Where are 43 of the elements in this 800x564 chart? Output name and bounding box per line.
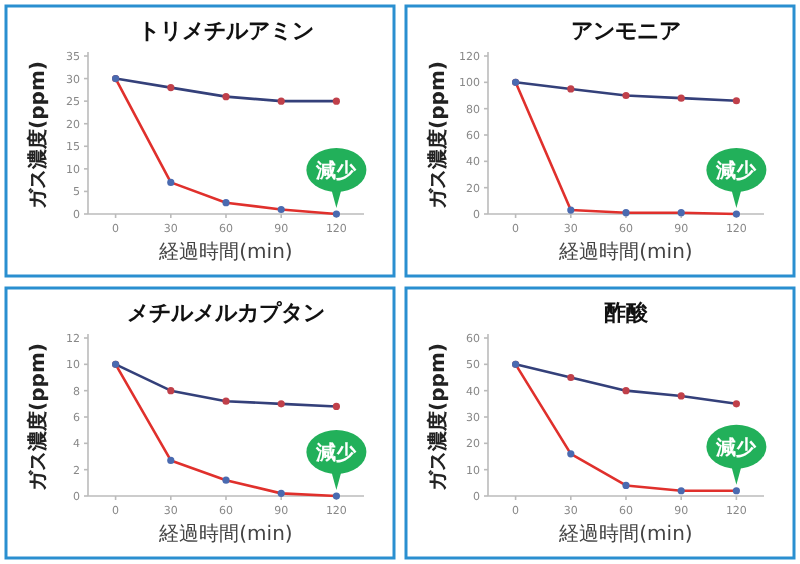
point [332,402,340,411]
point [622,481,630,490]
point [277,97,285,105]
annotation: 減少 [714,435,759,460]
annotation: 減少 [714,159,759,183]
chart-title: トリメチルアミン [138,18,314,44]
y-axis-title: ガス濃度(ppm) [26,343,50,491]
point [622,91,630,100]
point [732,97,740,105]
point [167,387,175,395]
y-axis-title: ガス濃度(ppm) [426,61,450,209]
point [167,178,175,186]
point [567,85,575,93]
point [222,199,230,207]
chart-title: 酢酸 [604,300,650,326]
point [732,487,740,495]
point [567,373,575,382]
point [567,206,575,214]
point [622,387,630,395]
x-axis-title: 経過時間(min) [157,522,293,546]
point [332,97,340,105]
point [222,397,230,405]
y-axis-title: ガス濃度(ppm) [26,61,50,209]
point [732,400,740,408]
y-axis-title: ガス濃度(ppm) [426,343,450,491]
point [222,93,230,101]
x-axis-title: 経過時間(min) [157,240,293,264]
chart-title: メチルメルカプタン [127,300,325,326]
chart-title: アンモニア [571,18,681,44]
annotation: 減少 [314,159,359,183]
point [222,476,230,484]
x-axis-title: 経過時間(min) [557,240,693,264]
x-axis-title: 経過時間(min) [557,522,693,546]
point [277,489,285,497]
point [277,205,285,214]
point [167,84,175,92]
point [567,450,575,458]
point [677,487,685,495]
point [277,400,285,408]
point [677,392,685,400]
annotation: 減少 [314,441,359,465]
point [677,94,685,102]
point [167,456,175,465]
